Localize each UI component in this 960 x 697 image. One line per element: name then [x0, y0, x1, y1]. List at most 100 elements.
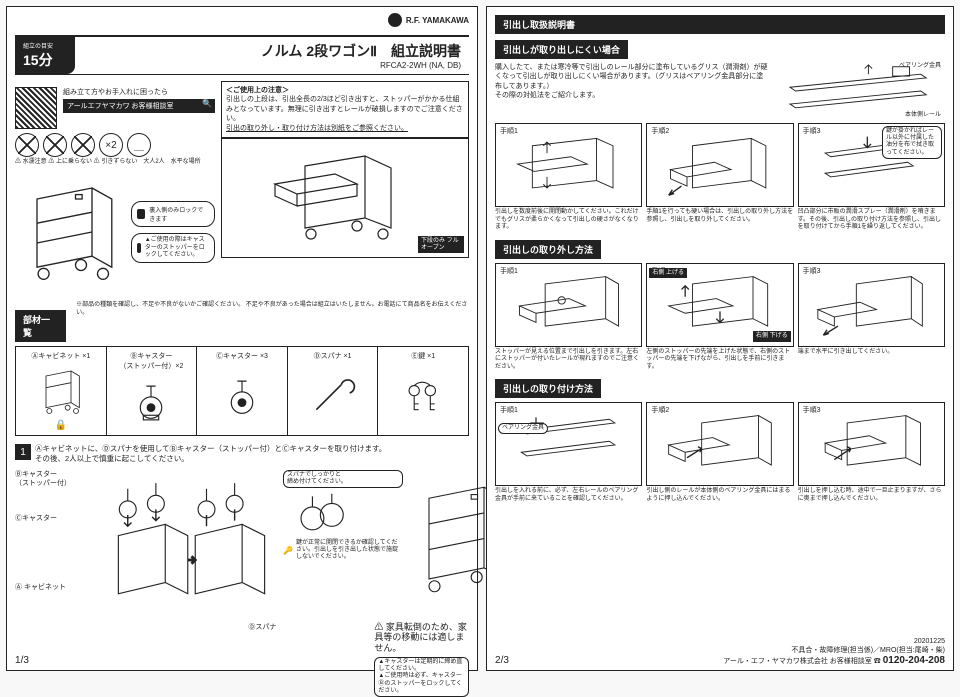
- s2-note1: ストッパーが見える位置まで引出しを引きます。左右にストッパーが付いたレールが現れ…: [495, 349, 642, 372]
- s2-note2: 左側のストッパーの先端を上げた状態で、右側のストッパーの先端を下げながら、引出し…: [646, 349, 793, 372]
- parts-grid: Ⓐキャビネット ×1 🔒 Ⓑキャスター （ストッパー付）×2 Ⓒキャスター ×3…: [15, 346, 469, 436]
- page-1: R.F. YAMAKAWA 組立の目安 15分 ノルム 2段ワゴンⅡ 組立説明書…: [6, 6, 478, 671]
- care-icons: ×2 ＿: [15, 133, 215, 157]
- s3-step1: 手順1 ベアリング金具: [495, 402, 642, 486]
- label-rail: 本体側レール: [905, 112, 941, 119]
- tag-bearing: ベアリング金具: [498, 423, 548, 434]
- label-bearing: ベアリング金具: [899, 63, 941, 70]
- s1-note2: 手順1を行っても硬い場合は、引出しの取り外し方法を参照し、引出しを取り外してくだ…: [646, 209, 793, 232]
- part-label: Ⓐキャビネット ×1: [31, 351, 90, 361]
- step-label: 手順3: [803, 405, 821, 415]
- step-label: 手順3: [803, 266, 821, 276]
- s2-note3: 端まで水平に引き出してください。: [798, 349, 945, 372]
- s1-note3: 凹凸部分に市販の潤滑スプレー（潤滑剤）を噴きます。その後、引出しの取り付け方法を…: [798, 209, 945, 232]
- part-key: Ⓔ鍵 ×1: [378, 347, 468, 435]
- page-number: 2/3: [495, 655, 509, 666]
- part-label: Ⓑキャスター （ストッパー付）×2: [119, 351, 183, 371]
- s2-step2: 手順2 右側 上げる 右側 下げる: [646, 263, 793, 347]
- sec1-steps: 手順1 手順2 手順3 鍵が掛かればレール以外に付属した油分を布で拭き取ってくだ…: [495, 123, 945, 207]
- qr-icon: [15, 87, 57, 129]
- notice-link: 引出の取り外し・取り付け方法は別紙をご参照ください。: [226, 124, 464, 133]
- page-total: /3: [21, 655, 29, 666]
- s2-step1: 手順1: [495, 263, 642, 347]
- part-cabinet: Ⓐキャビネット ×1 🔒: [16, 347, 107, 435]
- parts-note: ※部品の種類を確認し、不足や不良がないかご確認ください。 不足や不良があった場合…: [76, 302, 469, 318]
- assembly-fig-1: [89, 470, 279, 620]
- time-value: 15分: [23, 50, 67, 70]
- help-lead: 組み立て方やお手入れに困ったら: [63, 87, 215, 97]
- help-search: アールエフヤマカワ お客様相談室: [63, 99, 215, 113]
- sec2-title: 引出しの取り外し方法: [495, 240, 601, 259]
- brand-logo-icon: [388, 13, 402, 27]
- phone-icon: ☎: [874, 658, 883, 665]
- step-label: 手順2: [651, 126, 669, 136]
- time-label: 組立の目安: [23, 41, 67, 50]
- ann-a: Ⓐ キャビネット: [15, 583, 85, 592]
- s1-note1: 引出しを数度前後に開閉動かしてください。これだけでもグリスが柔らかくなって引出し…: [495, 209, 642, 232]
- footer: 20201225 不具合・故障修理(担当係)／MRO(担当:尾崎・柴) アール・…: [723, 638, 945, 666]
- title-block: 組立の目安 15分 ノルム 2段ワゴンⅡ 組立説明書 RFCA2-2WH (NA…: [15, 35, 469, 75]
- step-label: 手順2: [651, 405, 669, 415]
- s3-step2: 手順2: [646, 402, 793, 486]
- s2-step3: 手順3: [798, 263, 945, 347]
- lock-tip: 裏入側のみロックできます: [131, 201, 215, 227]
- s3-step3: 手順3: [798, 402, 945, 486]
- tag-up: 右側 上げる: [649, 268, 687, 279]
- help-row: 組み立て方やお手入れに困ったら アールエフヤマカワ お客様相談室 ×2 ＿ ⚠ …: [15, 81, 469, 292]
- caster-tip: ▲ご使用の際はキャスターのストッパーをロックしてください。: [131, 233, 215, 263]
- part-caster-stopper: Ⓑキャスター （ストッパー付）×2: [107, 347, 198, 435]
- brand: R.F. YAMAKAWA: [388, 13, 469, 27]
- ann-b: Ⓑキャスター （ストッパー付）: [15, 470, 85, 488]
- sec2-steps: 手順1 手順2 右側 上げる 右側 下げる 手順3: [495, 263, 945, 347]
- part-spanner: Ⓓスパナ ×1: [288, 347, 379, 435]
- s1-step2: 手順2: [646, 123, 793, 207]
- cabinet-illustration: [15, 172, 125, 292]
- p2-header: 引出し取扱説明書: [495, 15, 945, 34]
- product-title: ノルム 2段ワゴンⅡ 組立説明書: [83, 41, 461, 61]
- assembly-row: Ⓑキャスター （ストッパー付） Ⓒキャスター Ⓐ キャビネット: [15, 470, 469, 620]
- sec3-title: 引出しの取り付け方法: [495, 379, 601, 398]
- no-drag-icon: [71, 133, 95, 157]
- warn1: ⚠ 家具転倒のため、家具等の移動には適しません。: [374, 622, 469, 654]
- part-label: Ⓔ鍵 ×1: [411, 351, 435, 361]
- lock-icon: [137, 209, 145, 219]
- usage-notice: ＜ご使用上の注意＞ 引出しの上段は、引出全長の2/3ほど引き出すと、ストッパーが…: [221, 81, 469, 138]
- s3-note2: 引出し側のレールが本体側のベアリング金具にはまるように押し込んでください。: [646, 488, 793, 503]
- lock-tip-text: 裏入側のみロックできます: [149, 205, 209, 223]
- page-number: 1/3: [15, 655, 29, 666]
- footer-line2: アール・エフ・ヤマカワ株式会社 お客様相談室: [723, 658, 872, 665]
- key-icon: 🔑: [283, 546, 293, 555]
- part-label: Ⓒキャスター ×3: [216, 351, 268, 361]
- ann-d: Ⓓスパナ: [248, 622, 368, 697]
- part-label: Ⓓスパナ ×1: [314, 351, 352, 361]
- warn2: ▲キャスターは定期的に締め直してください。 ▲ご使用時は必ず、キャスターⒷのスト…: [374, 657, 469, 697]
- page-2: 引出し取扱説明書 引出しが取り出しにくい場合 購入したて、または寒冷等で引出しの…: [486, 6, 954, 671]
- step-1-text: Ⓐキャビネットに、Ⓓスパナを使用してⒷキャスター（ストッパー付）とⒸキャスターを…: [35, 444, 386, 464]
- footer-date: 20201225: [723, 638, 945, 645]
- sec1-title: 引出しが取り出しにくい場合: [495, 40, 628, 59]
- sec1-body: 購入したて、または寒冷等で引出しのレール部分に塗布しているグリス（潤滑剤）が硬く…: [495, 63, 769, 119]
- caster-lock-icon: [137, 243, 141, 253]
- s1-step1: 手順1: [495, 123, 642, 207]
- sec3-steps: 手順1 ベアリング金具 手順2 手順3: [495, 402, 945, 486]
- caster-tip-text: ▲ご使用の際はキャスターのストッパーをロックしてください。: [145, 237, 209, 259]
- s1-bubble: 鍵が掛かればレール以外に付属した油分を布で拭き取ってください。: [882, 126, 942, 159]
- tag-down: 右側 下げる: [753, 331, 791, 342]
- tip-spanner: スパナでしっかりと 締め付けてください。: [283, 470, 403, 488]
- mini-tag: 下段のみ フルオープン: [418, 236, 464, 253]
- ann-c: Ⓒキャスター: [15, 514, 85, 523]
- brand-text: R.F. YAMAKAWA: [406, 16, 469, 25]
- step-label: 手順1: [500, 126, 518, 136]
- notice-head: ＜ご使用上の注意＞: [226, 86, 464, 95]
- s3-note3: 引出しを押し込む時、途中で一旦止まりますが、さらに奥まで押し込んでください。: [798, 488, 945, 503]
- footer-line1: 不具合・故障修理(担当係)／MRO(担当:尾崎・柴): [723, 645, 945, 655]
- notice-body: 引出しの上段は、引出全長の2/3ほど引き出すと、ストッパーがかかる仕組みとなって…: [226, 95, 464, 123]
- flat-floor-icon: ＿: [127, 133, 151, 157]
- part-caster: Ⓒキャスター ×3: [197, 347, 288, 435]
- notice-col: ＜ご使用上の注意＞ 引出しの上段は、引出全長の2/3ほど引き出すと、ストッパーが…: [221, 81, 469, 292]
- care-caption: ⚠ 水濡注意 ⚠ 上に乗らない ⚠ 引きずらない 大人2人 水平な場所: [15, 159, 215, 166]
- step-label: 手順3: [803, 126, 821, 136]
- parts-header: 部材一覧: [15, 310, 66, 342]
- assembly-time: 組立の目安 15分: [15, 37, 75, 74]
- help-left: 組み立て方やお手入れに困ったら アールエフヤマカワ お客様相談室 ×2 ＿ ⚠ …: [15, 81, 215, 292]
